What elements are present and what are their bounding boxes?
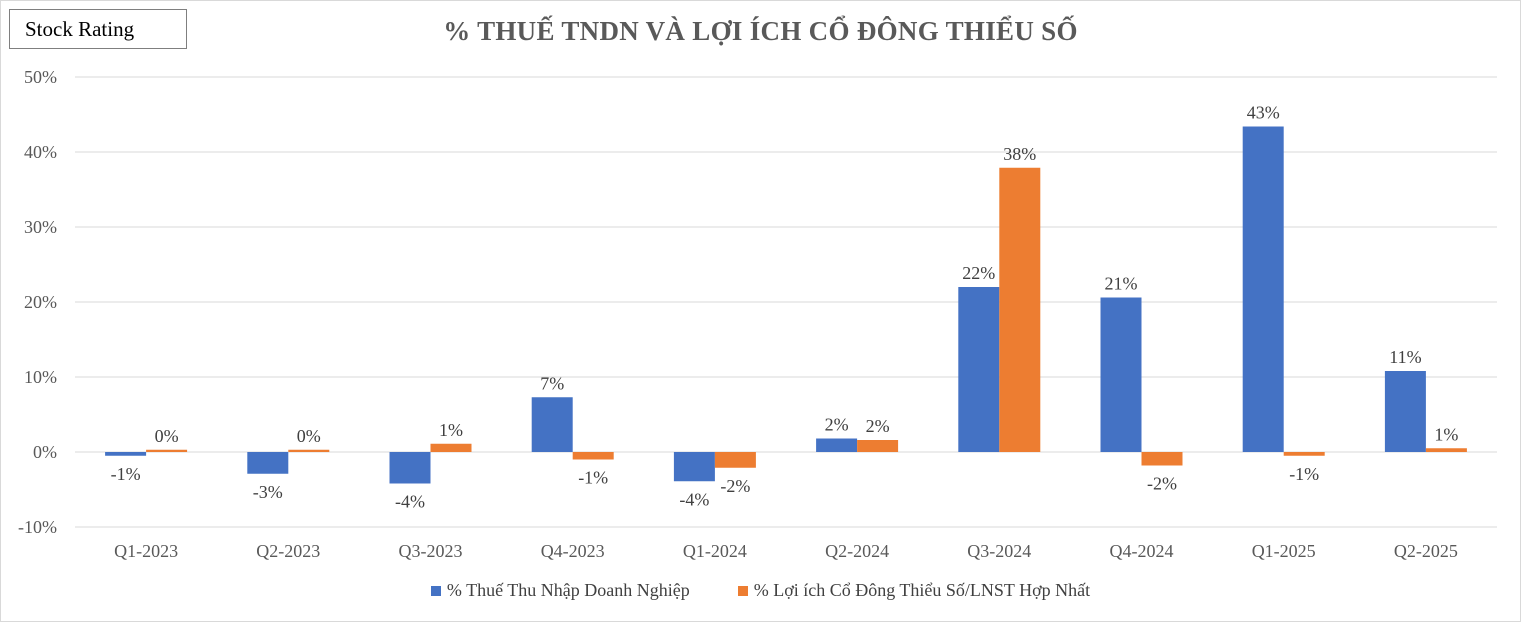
- data-label: -2%: [720, 476, 750, 496]
- data-label: -1%: [578, 468, 608, 488]
- data-label: -4%: [395, 492, 425, 512]
- x-tick-label: Q1-2024: [683, 541, 747, 561]
- legend-swatch-minority-interest: [737, 585, 748, 596]
- bar-minority-interest: [857, 440, 899, 452]
- y-tick-label: 20%: [24, 292, 57, 312]
- data-label: -1%: [1289, 464, 1319, 484]
- stock-rating-box: Stock Rating: [9, 9, 187, 49]
- bar-minority-interest: [1283, 452, 1325, 456]
- data-label: 2%: [866, 416, 890, 436]
- bar-corporate-tax: [105, 452, 147, 456]
- bar-minority-interest: [1141, 452, 1183, 466]
- bar-corporate-tax: [816, 438, 858, 452]
- bar-corporate-tax: [673, 452, 715, 482]
- y-tick-label: 10%: [24, 367, 57, 387]
- bar-corporate-tax: [531, 397, 573, 452]
- legend-item-minority-interest: % Lợi ích Cổ Đông Thiểu Số/LNST Hợp Nhất: [737, 580, 1091, 601]
- bar-minority-interest: [714, 452, 756, 468]
- data-label: -1%: [111, 464, 141, 484]
- bar-corporate-tax: [247, 452, 289, 474]
- data-label: -4%: [679, 489, 709, 509]
- data-label: 43%: [1247, 103, 1280, 123]
- bar-minority-interest: [430, 443, 472, 452]
- bar-minority-interest: [572, 452, 614, 460]
- bar-minority-interest: [999, 167, 1041, 452]
- chart-title: % THUẾ TNDN VÀ LỢI ÍCH CỔ ĐÔNG THIỂU SỐ: [443, 16, 1078, 46]
- x-tick-label: Q3-2024: [967, 541, 1031, 561]
- bar-corporate-tax: [1384, 371, 1426, 452]
- x-tick-label: Q4-2024: [1110, 541, 1174, 561]
- data-label: 11%: [1389, 347, 1421, 367]
- x-tick-label: Q2-2025: [1394, 541, 1458, 561]
- bar-minority-interest: [1425, 448, 1467, 452]
- bar-corporate-tax: [1242, 126, 1284, 452]
- x-tick-label: Q1-2025: [1252, 541, 1316, 561]
- data-label: 2%: [825, 415, 849, 435]
- legend-swatch-corporate-tax: [430, 585, 441, 596]
- bar-minority-interest: [146, 449, 188, 452]
- legend-label-minority-interest: % Lợi ích Cổ Đông Thiểu Số/LNST Hợp Nhất: [753, 580, 1091, 600]
- chart-legend: % Thuế Thu Nhập Doanh Nghiệp % Lợi ích C…: [0, 580, 1521, 601]
- legend-label-corporate-tax: % Thuế Thu Nhập Doanh Nghiệp: [446, 580, 690, 600]
- x-tick-label: Q1-2023: [114, 541, 178, 561]
- data-label: 1%: [1434, 424, 1458, 444]
- data-label: 22%: [962, 263, 995, 283]
- x-tick-label: Q3-2023: [399, 541, 463, 561]
- data-label: 38%: [1003, 144, 1036, 164]
- data-label: 0%: [155, 426, 179, 446]
- legend-item-corporate-tax: % Thuế Thu Nhập Doanh Nghiệp: [430, 580, 690, 601]
- bar-corporate-tax: [389, 452, 431, 484]
- y-tick-label: 0%: [33, 442, 57, 462]
- data-label: -3%: [253, 482, 283, 502]
- data-label: 21%: [1105, 274, 1138, 294]
- data-label: 1%: [439, 420, 463, 440]
- bar-minority-interest: [288, 449, 330, 452]
- x-tick-label: Q4-2023: [541, 541, 605, 561]
- x-tick-label: Q2-2023: [256, 541, 320, 561]
- y-tick-label: 50%: [24, 67, 57, 87]
- data-label: 7%: [540, 373, 564, 393]
- bar-corporate-tax: [958, 287, 1000, 452]
- data-label: 0%: [297, 426, 321, 446]
- y-tick-label: 40%: [24, 142, 57, 162]
- bar-corporate-tax: [1100, 297, 1142, 452]
- data-label: -2%: [1147, 474, 1177, 494]
- y-tick-label: 30%: [24, 217, 57, 237]
- x-tick-label: Q2-2024: [825, 541, 889, 561]
- y-tick-label: -10%: [18, 517, 57, 537]
